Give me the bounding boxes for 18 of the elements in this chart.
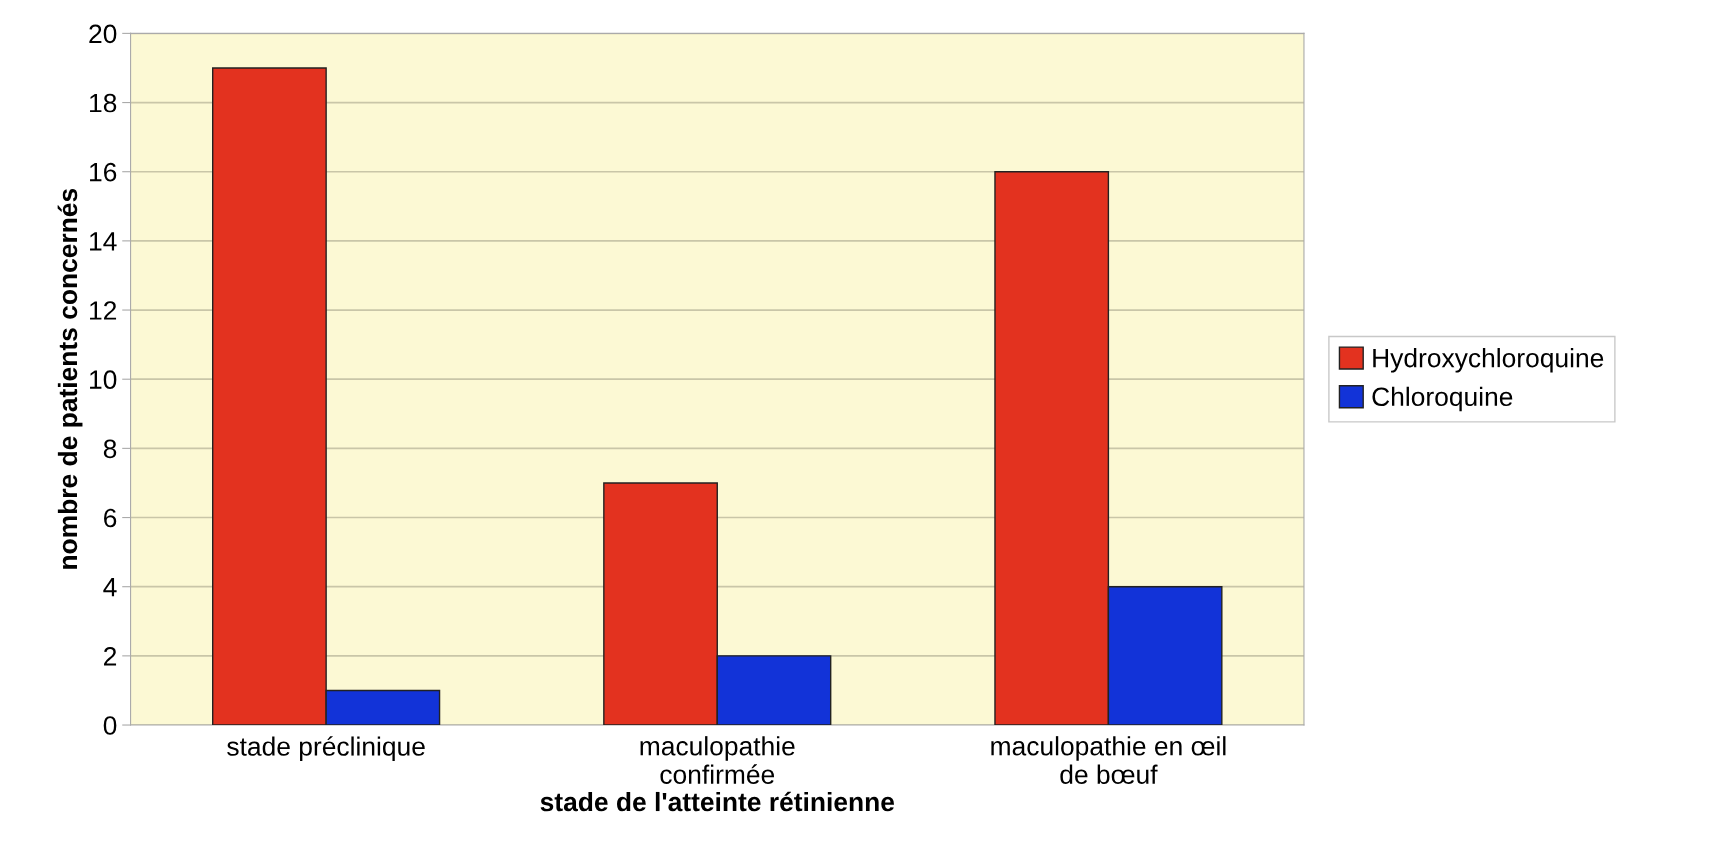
y-tick-label: 14 <box>90 232 117 251</box>
y-axis-title: nombre de patients concernés <box>57 188 83 569</box>
x-axis-title: stade de l'atteinte rétinienne <box>540 791 895 812</box>
y-tick-label: 8 <box>103 439 117 459</box>
y-tick-label: 20 <box>89 24 117 44</box>
legend-label: Hydroxychloroquine <box>1373 348 1604 373</box>
legend-label: Chloroquine <box>1372 386 1513 412</box>
y-tick-label: 16 <box>90 162 117 182</box>
x-tick-label: stade préclinique <box>227 736 425 762</box>
y-tick-label: 4 <box>103 578 117 597</box>
y-tick-label: 6 <box>104 508 117 528</box>
y-tick-label: 12 <box>90 301 117 320</box>
x-tick-label: maculopathie en œil de bœuf <box>991 736 1226 784</box>
y-tick-label: 2 <box>104 647 117 666</box>
y-tick-label: 0 <box>103 716 117 735</box>
x-tick-label: maculopathie confirmée <box>640 736 795 784</box>
y-tick-label: 10 <box>90 370 117 390</box>
y-tick-label: 18 <box>90 93 117 113</box>
